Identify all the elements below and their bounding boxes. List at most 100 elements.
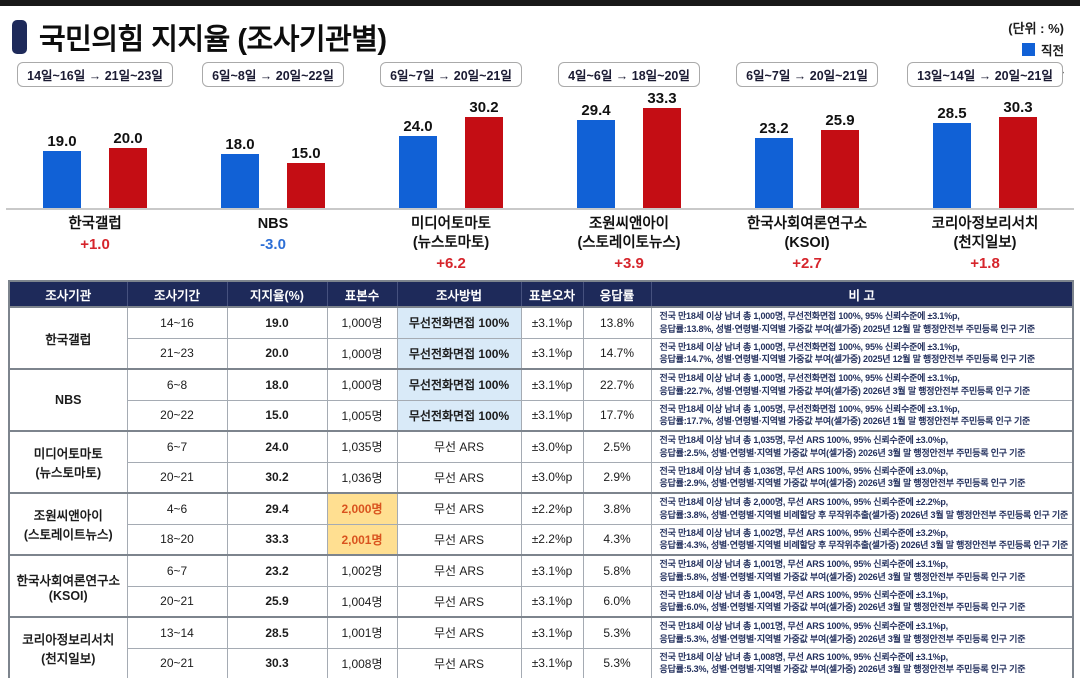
sample-cell: 2,000명 [326,492,398,525]
remark-line-1: 전국 만18세 이상 남녀 총 1,001명, 무선 ARS 100%, 95%… [659,621,949,632]
org-name: 한국사회여론연구소 [16,573,120,588]
col-header-remark: 비 고 [650,280,1074,308]
remark-line-1: 전국 만18세 이상 남녀 총 1,036명, 무선 ARS 100%, 95%… [659,465,949,476]
bar-curr [465,117,503,208]
remark-cell: 전국 만18세 이상 남녀 총 1,001명, 무선 ARS 100%, 95%… [650,554,1074,587]
remark-cell: 전국 만18세 이상 남녀 총 1,000명, 무선전화면접 100%, 95%… [650,306,1074,339]
method-cell: 무선 ARS [396,461,522,494]
delta-value: +6.2 [436,254,466,272]
method-cell: 무선 ARS [396,554,522,587]
response-rate-cell: 2.5% [582,430,652,463]
rate-cell: 20.0 [226,337,328,370]
response-rate-cell: 5.3% [582,616,652,649]
org-name: 한국갤럽 [45,332,92,347]
response-rate-cell: 2.9% [582,461,652,494]
rate-cell: 29.4 [226,492,328,525]
legend-label-prev: 직전 [1040,44,1064,58]
response-rate-cell: 22.7% [582,368,652,401]
survey-dates-badge: 13일~14일 → 20일~21일 [907,62,1063,87]
period-cell: 21~23 [126,337,228,370]
bar-value-prev: 28.5 [937,104,967,122]
bar-curr [643,108,681,208]
sample-cell: 2,001명 [326,523,398,556]
org-name: NBS [55,393,82,407]
sample-cell: 1,035명 [326,430,398,463]
period-cell: 20~22 [126,399,228,432]
bar-prev [43,151,81,208]
rate-cell: 30.3 [226,647,328,678]
remark-line-1: 전국 만18세 이상 남녀 총 1,000명, 무선전화면접 100%, 95%… [659,311,960,322]
method-cell: 무선 ARS [396,492,522,525]
response-rate-cell: 17.7% [582,399,652,432]
table-row: 20~21 30.3 1,008명 무선 ARS ±3.1%p 5.3% 전국 만18세 이… [9,647,1074,678]
bar-curr [287,163,325,208]
table-row: 20~22 15.0 1,005명 무선전화면접 100% ±3.1%p 17.7% 전국 … [9,399,1074,432]
margin-of-error-cell: ±3.1%p [520,585,584,618]
bar-curr [999,117,1037,208]
table-row: 조원씨앤아이 (스토레이트뉴스) 4~6 29.4 2,000명 무선 ARS ±2.2%p… [8,492,1074,556]
org-subname: (뉴스토마토) [35,466,102,480]
remark-cell: 전국 만18세 이상 남녀 총 1,000명, 무선전화면접 100%, 95%… [650,337,1074,370]
chart-group-label: 코리아정보리서치 (천지일보) +1.8 [896,215,1074,272]
col-header-resp: 응답률 [582,280,652,308]
survey-table-wrap: 조사기관 조사기간 지지율(%) 표본수 조사방법 표본오차 응답률 비 고 한… [0,280,1080,678]
org-name: 미디어토마토 [410,216,492,232]
delta-value: +2.7 [792,254,822,272]
remark-line-1: 전국 만18세 이상 남녀 총 2,000명, 무선 ARS 100%, 95%… [659,497,949,508]
method-cell: 무선 ARS [396,647,522,678]
legend-swatch-prev [1021,43,1035,56]
survey-dates-badge: 6일~8일 → 20일~22일 [202,62,344,87]
bar-pair: 18.0 15.0 [221,137,325,208]
col-header-moe: 표본오차 [520,280,584,308]
bar-value-curr: 30.3 [1003,99,1033,117]
org-name: 코리아정보리서치 [22,633,115,647]
bar-value-curr: 33.3 [647,90,677,108]
method-cell: 무선 ARS [396,430,522,463]
org-subname: (스토레이토뉴스) [577,234,681,251]
method-cell: 무선 ARS [396,616,522,649]
margin-of-error-cell: ±3.1%p [520,399,584,432]
org-subname: (스토레이트뉴스) [23,528,113,542]
response-rate-cell: 14.7% [582,337,652,370]
response-rate-cell: 5.8% [582,554,652,587]
remark-line-2: 응답률:5.8%, 성별·연령별·지역별 가중값 부여(셀가중) 2026년 3… [659,571,1026,582]
table-row: NBS 6~8 18.0 1,000명 무선전화면접 100% ±3.1%p 22.7% 전국… [8,368,1074,432]
org-cell: 미디어토마토 (뉴스토마토) [8,430,128,494]
sample-cell: 1,008명 [326,647,398,678]
margin-of-error-cell: ±2.2%p [520,492,584,525]
remark-line-2: 응답률:4.3%, 성별·연령별·지역별 비례할당 후 무작위추출(셀가중) 2… [659,540,1069,551]
survey-dates-badge: 4일~6일 → 18일~20일 [558,62,700,87]
org-subname: (KSOI) [48,588,88,603]
remark-line-2: 응답률:14.7%, 성별·연령별·지역별 가중값 부여(셀가중) 2025년 … [659,354,1036,365]
bar-pair: 28.5 30.3 [933,100,1037,208]
bar-value-curr: 30.2 [469,99,499,117]
method-cell: 무선 ARS [396,585,522,618]
bar-pair: 24.0 30.2 [399,100,503,208]
remark-line-1: 전국 만18세 이상 남녀 총 1,000명, 무선전화면접 100%, 95%… [659,373,960,384]
remark-cell: 전국 만18세 이상 남녀 총 1,004명, 무선 ARS 100%, 95%… [650,585,1074,618]
col-header-org: 조사기관 [8,280,128,308]
sample-cell: 1,005명 [326,399,398,432]
chart-group: 14일~16일 → 21일~23일 19.0 20.0 [6,62,184,208]
org-name: 조원씨앤아이 [588,216,670,232]
remark-line-2: 응답률:3.8%, 성별·연령별·지역별 비례할당 후 무작위추출(셀가중) 2… [659,509,1069,520]
remark-line-1: 전국 만18세 이상 남녀 총 1,035명, 무선 ARS 100%, 95%… [659,435,949,446]
delta-value: -3.0 [260,235,286,253]
survey-table: 조사기관 조사기간 지지율(%) 표본수 조사방법 표본오차 응답률 비 고 한… [8,280,1074,678]
period-cell: 18~20 [126,523,228,556]
chart-group-label: 미디어토마토 (뉴스토마토) +6.2 [362,215,540,272]
bar-curr [109,148,147,208]
remark-line-1: 전국 만18세 이상 남녀 총 1,000명, 무선전화면접 100%, 95%… [659,341,960,352]
sample-cell: 1,000명 [326,337,398,370]
remark-line-1: 전국 만18세 이상 남녀 총 1,001명, 무선 ARS 100%, 95%… [659,559,949,570]
col-header-rate: 지지율(%) [226,280,328,308]
org-subname: (뉴스토마토) [412,234,490,251]
remark-cell: 전국 만18세 이상 남녀 총 2,000명, 무선 ARS 100%, 95%… [650,492,1074,525]
org-subname: (천지일보) [953,234,1017,251]
org-cell: 한국사회여론연구소 (KSOI) [8,554,128,618]
table-row: 18~20 33.3 2,001명 무선 ARS ±2.2%p 4.3% 전국 만18세 이… [9,523,1074,556]
org-name: NBS [257,216,289,232]
delta-value: +3.9 [614,254,644,272]
remark-line-2: 응답률:2.5%, 성별·연령별·지역별 가중값 부여(셀가중) 2026년 3… [659,447,1026,458]
chart-group: 4일~6일 → 18일~20일 29.4 33.3 [540,62,718,208]
